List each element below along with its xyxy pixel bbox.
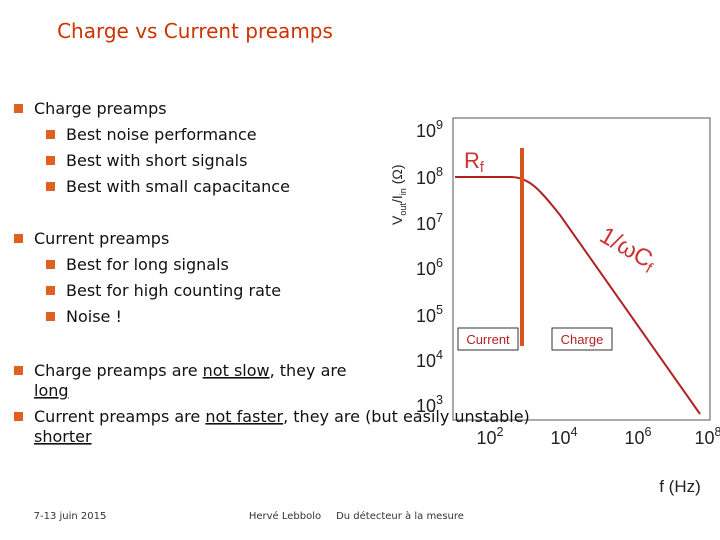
y-tick-label-base: 10 [416,168,436,188]
bullet-text: Current preamps [34,229,169,248]
charge-label: Charge [561,332,604,347]
y-tick-label-exp: 7 [436,211,443,225]
current-box [457,327,519,351]
note-segment: not faster [205,407,283,426]
y-axis-label-part: (Ω) [389,164,405,188]
x-tick-label-base: 10 [476,428,496,448]
y-tick-label-base: 10 [416,121,436,141]
note-segment-wrap: long [34,381,69,400]
bullet-text: Charge preamps [34,99,167,118]
y-tick-label-exp: 3 [436,393,443,407]
y-axis-label-part: V [389,215,405,225]
y-tick-label: 106 [416,256,443,279]
note-segment: , they are [270,361,352,380]
bullet-icon [14,104,23,113]
y-tick-label: 103 [416,393,443,416]
note-segment-wrap: shorter [34,427,92,446]
current-label: Current [466,332,510,347]
y-tick-label-exp: 9 [436,118,443,132]
y-tick-label-base: 10 [416,214,436,234]
note-segment: , they are [283,407,365,426]
slope-label: 1/ωCf [594,222,661,278]
y-axis-label-part: /I [389,195,405,203]
note-segment: Current preamps are [34,407,205,426]
y-tick-label-exp: 4 [436,348,443,362]
x-tick-label: 104 [550,425,577,448]
y-tick-label: 105 [416,303,443,326]
x-tick-label-exp: 8 [715,425,720,439]
plot-frame [452,117,711,421]
bullet-icon [46,260,55,269]
rf-label-part: f [480,160,484,176]
x-tick-label: 106 [624,425,651,448]
rf-label-part: R [464,148,480,173]
y-tick-label: 107 [416,211,443,234]
y-tick-label: 108 [416,165,443,188]
y-tick-label: 109 [416,118,443,141]
y-axis-label: Vout/Iin (Ω) [389,164,408,225]
bullet-icon [46,130,55,139]
sub-bullet-text: Noise ! [66,307,122,326]
note-text: Current preamps are not faster, they are… [34,407,530,446]
footer-author: Hervé Lebbolo [249,510,321,522]
x-tick-label-exp: 6 [645,425,652,439]
note-text: Charge preamps are not slow, they are lo… [34,361,352,400]
bullet-icon [46,286,55,295]
y-axis-label-part: in [398,188,408,195]
charge-box [551,327,613,351]
x-tick-label-base: 10 [694,428,714,448]
note-segment: not slow [203,361,270,380]
sub-bullet-text: Best for high counting rate [66,281,281,300]
sub-bullet-text: Best noise performance [66,125,257,144]
bullet-icon [46,182,55,191]
note-segment: Charge preamps are [34,361,203,380]
y-tick-label-base: 10 [416,306,436,326]
bullet-icon [46,156,55,165]
y-tick-label: 104 [416,348,443,371]
sub-bullet-text: Best with short signals [66,151,247,170]
y-tick-label-base: 10 [416,351,436,371]
sub-bullet-text: Best with small capacitance [66,177,290,196]
y-tick-label-exp: 5 [436,303,443,317]
bullet-icon [14,366,23,375]
x-tick-label-base: 10 [550,428,570,448]
footer-event: Du détecteur à la mesure [336,510,464,522]
x-tick-label-base: 10 [624,428,644,448]
x-tick-label: 108 [694,425,720,448]
bullet-icon [14,234,23,243]
slide-title: Charge vs Current preamps [57,19,333,43]
y-tick-label-exp: 6 [436,256,443,270]
response-curve [455,176,701,415]
x-axis-label: f (Hz) [659,477,701,496]
sub-bullet-text: Best for long signals [66,255,229,274]
note-segment: (but easily unstable) [365,407,530,426]
x-tick-label: 102 [476,425,503,448]
x-tick-label-exp: 2 [497,425,504,439]
y-axis-label-part: out [398,203,408,216]
y-tick-label-base: 10 [416,396,436,416]
rf-label: Rf [464,148,484,176]
bullet-icon [46,312,55,321]
y-tick-label-exp: 8 [436,165,443,179]
y-tick-label-base: 10 [416,259,436,279]
x-tick-label-exp: 4 [571,425,578,439]
bullet-icon [14,412,23,421]
footer-date: 7-13 juin 2015 [34,511,107,522]
